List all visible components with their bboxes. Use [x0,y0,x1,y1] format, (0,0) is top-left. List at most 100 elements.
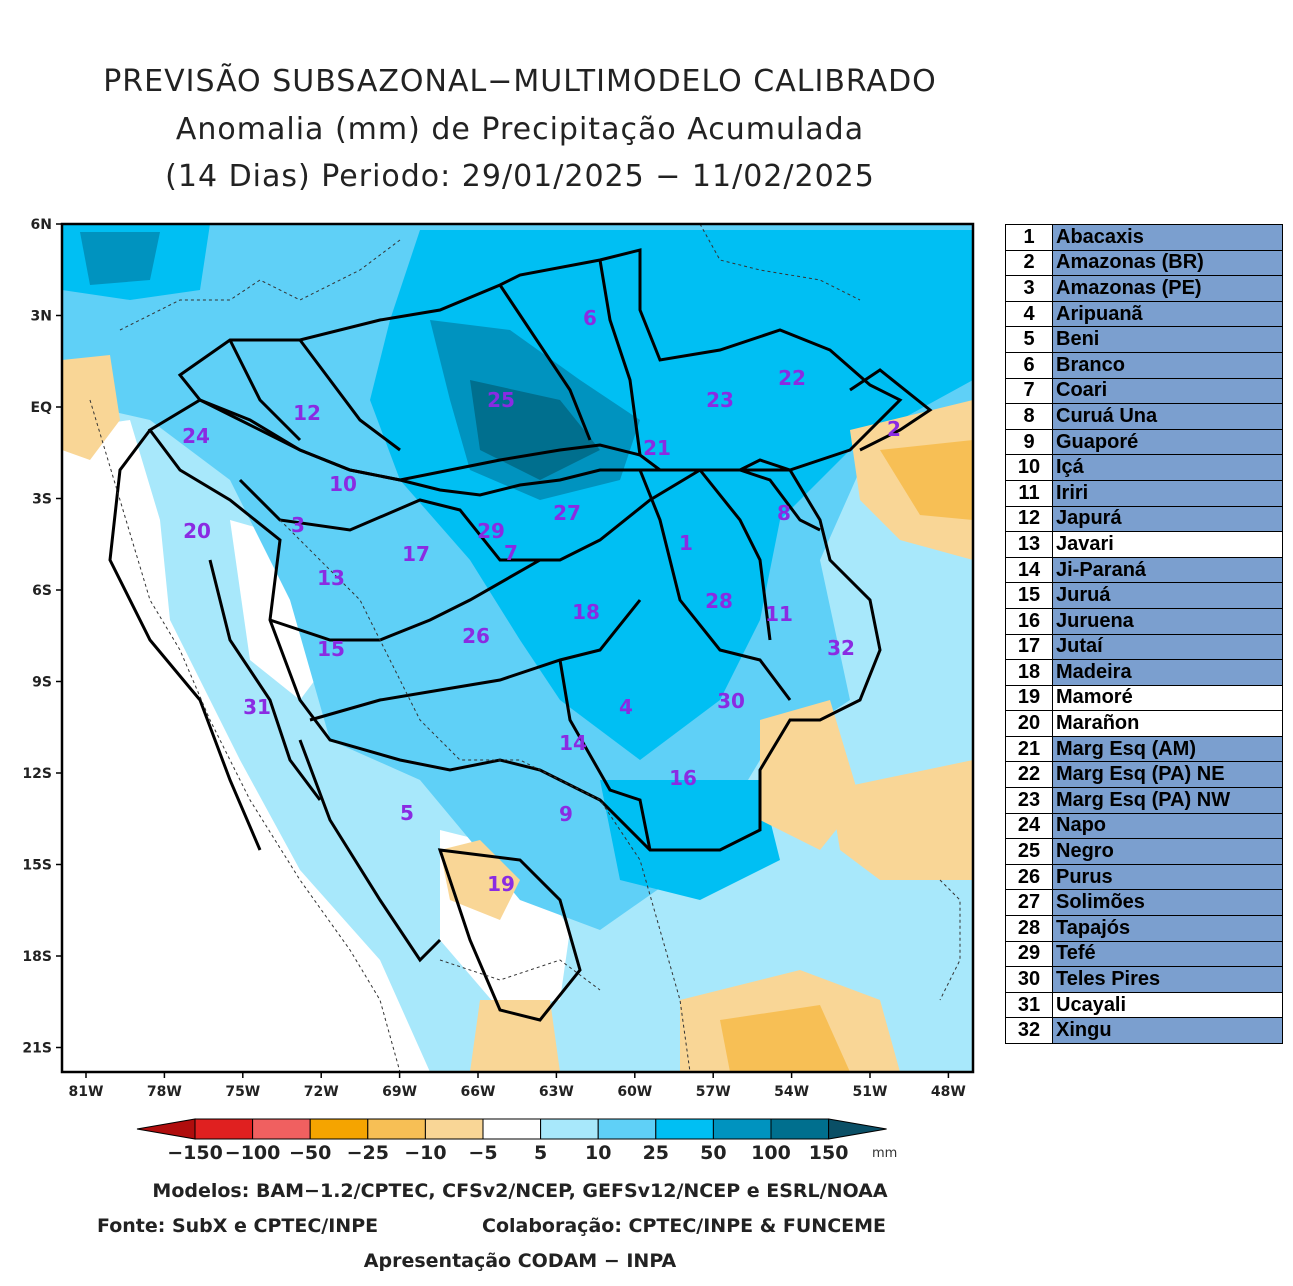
basin-number: 6 [1005,351,1053,379]
basin-label-27: 27 [553,501,581,525]
basin-label-30: 30 [717,689,745,713]
basin-number: 14 [1005,556,1053,584]
basin-number: 32 [1005,1017,1053,1044]
basin-name: Tapajós [1052,915,1283,942]
basin-legend-row: 31 Ucayali [1005,991,1283,1019]
basin-legend-row: 20 Marañon [1005,710,1283,737]
basin-name: Juruena [1052,607,1283,635]
colorbar-label: −5 [468,1142,497,1164]
basin-legend-row: 9 Guaporé [1005,428,1283,456]
basin-name: Javari [1052,531,1283,558]
basin-name: Marg Esq (PA) NW [1052,787,1283,814]
basin-name: Madeira [1052,659,1283,686]
lat-tick-label: 3S [32,492,52,508]
field-white-west [62,420,430,1072]
basin-number: 20 [1005,710,1053,737]
lon-axis: 81W 78W 75W 72W 69W 66W 63W 60W 57W 54W 51W 48W [69,1072,966,1100]
title-line-3: (14 Dias) Periodo: 29/01/2025 − 11/02/20… [165,159,875,194]
basin-legend-row: 2 Amazonas (BR) [1005,249,1283,277]
lat-tick-label: 12S [22,766,52,782]
basin-name: Beni [1052,326,1283,353]
title-line-1: PREVISÃO SUBSAZONAL−MULTIMODELO CALIBRAD… [103,64,937,99]
title-line-2: Anomalia (mm) de Precipitação Acumulada [175,112,865,147]
lat-tick-label: 3N [31,309,52,325]
basin-name: Japurá [1052,505,1283,533]
basin-number: 31 [1005,991,1053,1019]
basin-outlines [108,248,933,1022]
basin-name: Xingu [1052,1017,1283,1044]
basin-label-25: 25 [487,388,515,412]
lon-tick-label: 48W [931,1084,966,1100]
basin-labels: 1 2 3 4 5 6 7 8 9 10 11 12 13 14 15 16 1… [182,306,901,896]
colorbar-segment [482,1118,542,1140]
basin-number: 24 [1005,812,1053,840]
basin-label-31: 31 [243,695,271,719]
lon-tick-label: 75W [225,1084,260,1100]
basin-legend-row: 5 Beni [1005,326,1283,353]
footer-presentation: Apresentação CODAM − INPA [363,1250,677,1272]
basin-legend-row: 1 Abacaxis [1005,224,1283,251]
basin-name: Napo [1052,812,1283,840]
basin-number: 18 [1005,659,1053,686]
colorbar-label: −100 [225,1142,281,1164]
basin-label-2: 2 [887,417,901,441]
lon-tick-label: 54W [774,1084,809,1100]
basin-legend-row: 18 Madeira [1005,659,1283,686]
basin-number: 25 [1005,838,1053,865]
colorbar-label: −50 [289,1142,331,1164]
basin-label-24: 24 [182,424,210,448]
basin-legend-row: 28 Tapajós [1005,915,1283,942]
colorbar-label: 5 [534,1142,547,1164]
basin-label-8: 8 [777,501,791,525]
basin-label-15: 15 [317,637,345,661]
basin-label-11: 11 [765,602,793,626]
colorbar-label: 50 [700,1142,726,1164]
basin-name: Ji-Paraná [1052,556,1283,584]
basin-name: Iriri [1052,479,1283,507]
basin-legend-row: 27 Solimões [1005,889,1283,917]
lon-tick-label: 57W [696,1084,731,1100]
colorbar-segment [309,1118,369,1140]
basin-number: 23 [1005,787,1053,814]
basin-legend-row: 13 Javari [1005,531,1283,558]
field-strong-blue-south [600,780,780,900]
basin-label-5: 5 [400,801,414,825]
lat-tick-label: 6N [31,217,52,233]
basin-legend-row: 14 Ji-Paraná [1005,556,1283,584]
basin-name: Coari [1052,377,1283,405]
colorbar-segment [597,1118,657,1140]
lon-tick-label: 60W [617,1084,652,1100]
basin-number: 28 [1005,915,1053,942]
colorbar-label: −10 [404,1142,446,1164]
basin-name: Marañon [1052,710,1283,737]
basin-name: Içá [1052,454,1283,481]
basin-name: Ucayali [1052,991,1283,1019]
basin-label-9: 9 [559,802,573,826]
basin-name: Mamoré [1052,684,1283,712]
basin-label-21: 21 [643,436,671,460]
colorbar-segment [770,1118,830,1140]
basin-number: 9 [1005,428,1053,456]
colorbar-label: −150 [167,1142,223,1164]
basin-name: Guaporé [1052,428,1283,456]
colorbar-label: 150 [809,1142,849,1164]
lon-tick-label: 78W [147,1084,182,1100]
basin-legend-row: 15 Juruá [1005,582,1283,609]
basin-label-3: 3 [291,513,305,537]
basin-number: 27 [1005,889,1053,917]
basin-number: 30 [1005,966,1053,993]
colorbar-segment [655,1118,714,1140]
basin-number: 22 [1005,761,1053,789]
basin-legend-row: 19 Mamoré [1005,684,1283,712]
basin-number: 2 [1005,249,1053,277]
basin-name: Curuá Una [1052,403,1283,430]
basin-name: Juruá [1052,582,1283,609]
basin-number: 11 [1005,479,1053,507]
colorbar-segment [367,1118,426,1140]
basin-label-10: 10 [329,472,357,496]
basin-number: 19 [1005,684,1053,712]
basin-legend-row: 30 Teles Pires [1005,966,1283,993]
country-borders [89,224,961,1072]
basin-label-12: 12 [293,401,321,425]
basin-label-19: 19 [487,872,515,896]
